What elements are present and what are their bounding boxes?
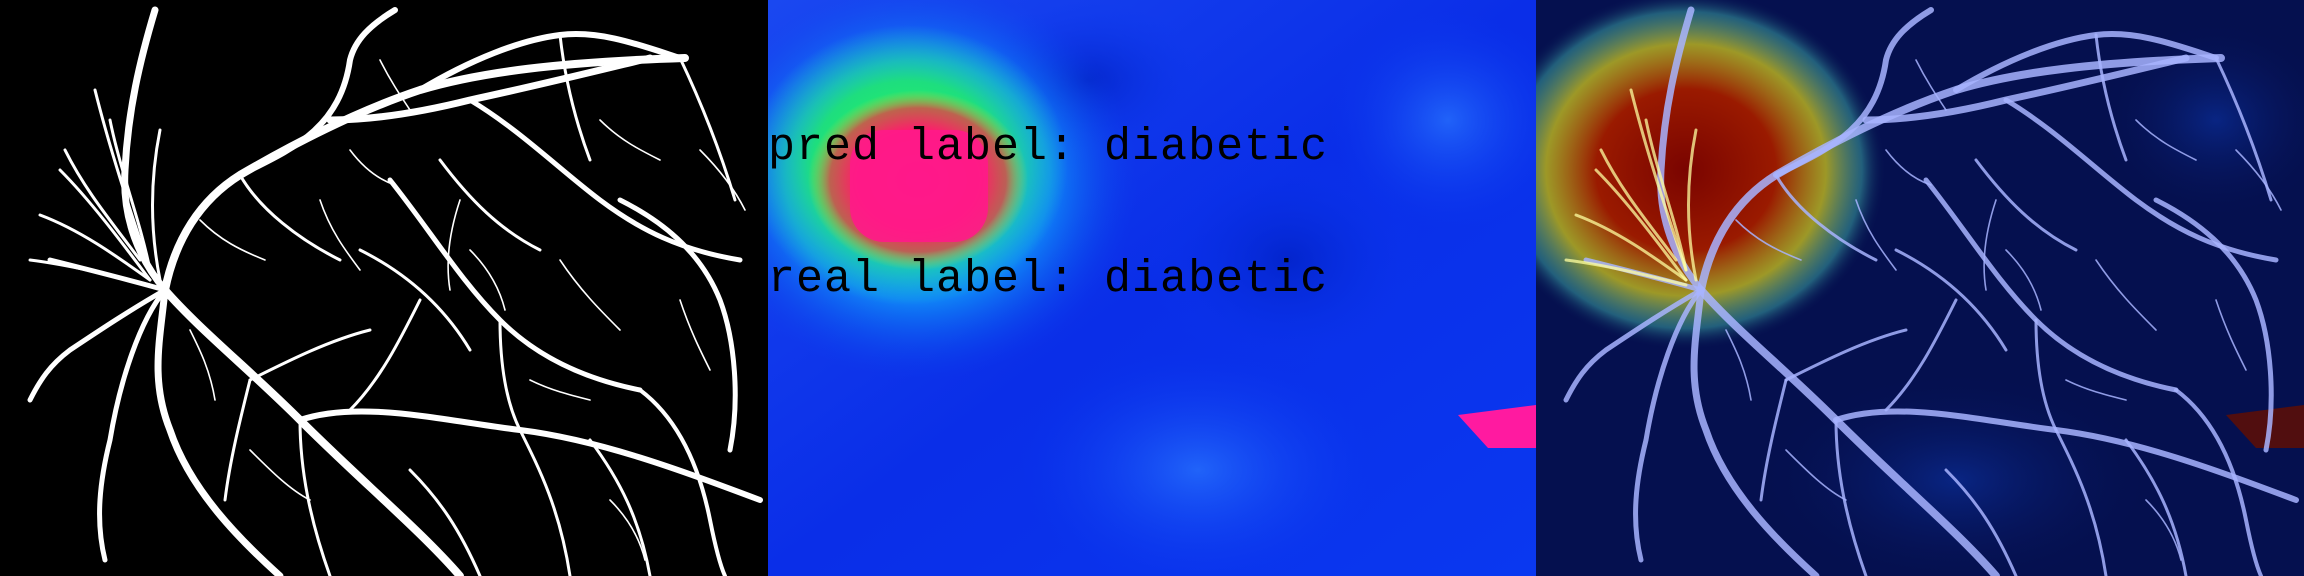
- overlay-panel: [1536, 0, 2304, 576]
- heatmap-hotspot-marker: [1458, 405, 1536, 448]
- pred-label-text: pred label: diabetic: [768, 122, 1329, 173]
- prediction-label-block: pred label: diabetic real label: diabeti…: [768, 38, 1328, 390]
- vessel-mask-image: [0, 0, 768, 576]
- real-label-text: real label: diabetic: [768, 254, 1329, 305]
- attention-heatmap-image: [768, 0, 1536, 576]
- heatmap-panel: pred label: diabetic real label: diabeti…: [768, 0, 1536, 576]
- heatmap-overlay-image: [1536, 0, 2304, 576]
- vessel-mask-panel: [0, 0, 768, 576]
